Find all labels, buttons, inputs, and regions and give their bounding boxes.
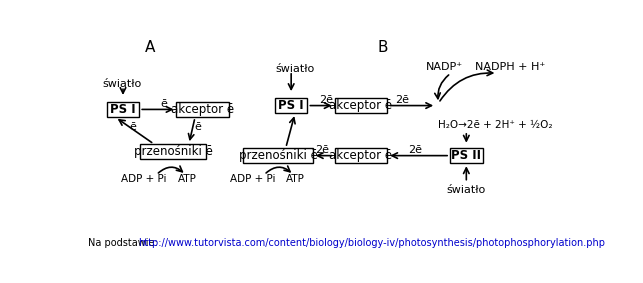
- Text: PS I: PS I: [110, 103, 136, 116]
- Text: H₂O→2ē + 2H⁺ + ½O₂: H₂O→2ē + 2H⁺ + ½O₂: [439, 120, 553, 130]
- FancyBboxPatch shape: [107, 102, 140, 117]
- FancyBboxPatch shape: [243, 148, 313, 163]
- Text: 2ē: 2ē: [319, 95, 333, 105]
- Text: przenośniki ē: przenośniki ē: [134, 145, 213, 158]
- FancyBboxPatch shape: [334, 148, 387, 163]
- Text: 2ē: 2ē: [395, 95, 409, 105]
- Text: światło: światło: [276, 64, 315, 74]
- Text: światło: światło: [447, 185, 486, 195]
- Text: ē: ē: [195, 122, 202, 132]
- FancyBboxPatch shape: [334, 98, 387, 113]
- FancyBboxPatch shape: [140, 144, 206, 159]
- Text: PS II: PS II: [451, 149, 482, 162]
- Text: A: A: [145, 40, 156, 55]
- Text: NADP⁺: NADP⁺: [426, 62, 463, 72]
- Text: ē: ē: [130, 122, 136, 132]
- Text: 2ē: 2ē: [315, 145, 329, 155]
- Text: ADP + Pi: ADP + Pi: [121, 174, 167, 184]
- Text: ADP + Pi: ADP + Pi: [230, 174, 275, 184]
- FancyBboxPatch shape: [275, 98, 307, 113]
- Text: NADPH + H⁺: NADPH + H⁺: [475, 62, 546, 72]
- Text: B: B: [377, 40, 388, 55]
- Text: ē: ē: [161, 99, 168, 109]
- Text: akceptor ē: akceptor ē: [329, 149, 392, 162]
- FancyBboxPatch shape: [176, 102, 229, 117]
- Text: ATP: ATP: [286, 174, 305, 184]
- Text: 2ē: 2ē: [408, 145, 422, 155]
- Text: akceptor ē: akceptor ē: [329, 99, 392, 112]
- FancyBboxPatch shape: [450, 148, 483, 163]
- Text: akceptor ē: akceptor ē: [171, 103, 235, 116]
- Text: światło: światło: [102, 79, 141, 89]
- Text: Na podstawie:: Na podstawie:: [88, 238, 161, 248]
- Text: PS I: PS I: [278, 99, 304, 112]
- Text: ATP: ATP: [178, 174, 197, 184]
- Text: przenośniki ē: przenośniki ē: [239, 149, 318, 162]
- Text: http://www.tutorvista.com/content/biology/biology-iv/photosynthesis/photophospho: http://www.tutorvista.com/content/biolog…: [138, 238, 606, 248]
